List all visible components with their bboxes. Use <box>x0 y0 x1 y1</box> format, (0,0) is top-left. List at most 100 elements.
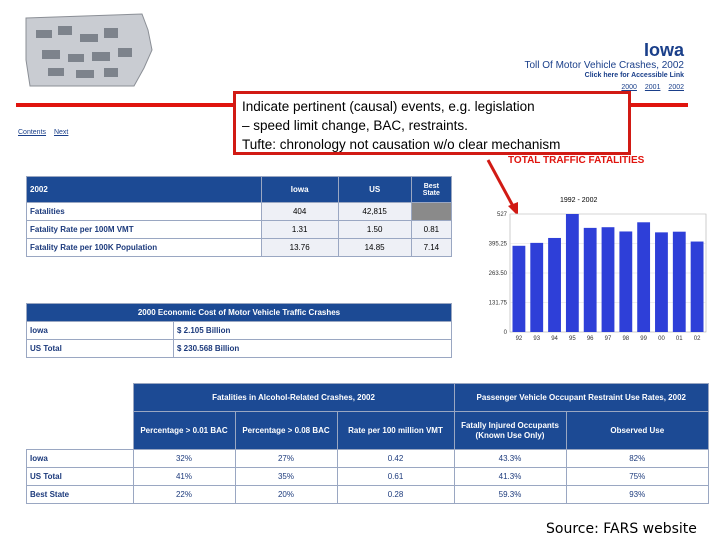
next-link[interactable]: Next <box>53 129 69 136</box>
cell-value: 75% <box>565 467 709 486</box>
cell-value: 35% <box>234 467 338 486</box>
row-label: Fatalities <box>26 202 262 221</box>
col-header: Observed Use <box>565 411 709 450</box>
cell-best: 7.14 <box>410 238 453 257</box>
group-header-alcohol: Fatalities in Alcohol-Related Crashes, 2… <box>132 383 455 412</box>
cell-iowa: 1.31 <box>260 220 339 239</box>
cell-value: 41.3% <box>453 467 567 486</box>
cell-us: 42,815 <box>337 202 412 221</box>
chart-title: TOTAL TRAFFIC FATALITIES <box>508 155 645 166</box>
year-links: 2000 2001 2002 <box>560 84 684 91</box>
x-tick-label: 94 <box>551 336 558 342</box>
y-tick-label: 0 <box>504 330 508 336</box>
cell-value: 27% <box>234 449 338 468</box>
bar <box>619 231 633 332</box>
table-row: Best State 22% 20% 0.28 59.3% 93% <box>26 485 709 504</box>
x-tick-label: 97 <box>605 336 612 342</box>
table-header: 2002 <box>26 176 262 203</box>
table-row: Fatalities 404 42,815 <box>26 202 453 221</box>
row-label: Best State <box>26 485 134 504</box>
y-tick-label: 131.75 <box>489 301 508 307</box>
col-header: Rate per 100 million VMT <box>336 411 455 450</box>
bar <box>601 227 615 332</box>
x-tick-label: 92 <box>516 336 523 342</box>
row-label: US Total <box>26 467 134 486</box>
callout-line-2: – speed limit change, BAC, restraints. <box>242 118 468 133</box>
cell-value: 20% <box>234 485 338 504</box>
x-tick-label: 01 <box>676 336 683 342</box>
row-label: Iowa <box>26 449 134 468</box>
accessible-link[interactable]: Click here for Accessible Link <box>584 72 684 79</box>
fatalities-bar-chart: 0 131.75 263.50 395.25 527 92 93 94 95 96 97 98 99 00… <box>489 212 707 342</box>
bar <box>548 237 561 332</box>
x-tick-label: 93 <box>533 336 540 342</box>
cell-value: 82% <box>565 449 709 468</box>
row-label: Fatality Rate per 100K Population <box>26 238 262 257</box>
y-tick-label: 395.25 <box>489 242 508 248</box>
row-label: Fatality Rate per 100M VMT <box>26 220 262 239</box>
table-header: Iowa <box>260 176 339 203</box>
bar <box>565 214 579 332</box>
callout-line-1: Indicate pertinent (causal) events, e.g.… <box>242 99 535 114</box>
nav-links: Contents Next <box>18 129 74 136</box>
callout-line-3: Tufte: chronology not causation w/o clea… <box>242 137 561 152</box>
col-header: Percentage > 0.08 BAC <box>234 411 338 450</box>
year-link-2001[interactable]: 2001 <box>644 84 661 91</box>
state-title: Iowa <box>643 40 684 60</box>
year-link-2000[interactable]: 2000 <box>621 84 637 91</box>
cell-value: 0.61 <box>336 467 455 486</box>
iowa-map-image <box>22 10 154 90</box>
annotation-callout: Indicate pertinent (causal) events, e.g.… <box>233 91 631 155</box>
table-row: Fatality Rate per 100M VMT 1.31 1.50 0.8… <box>26 220 453 239</box>
x-tick-label: 00 <box>658 336 665 342</box>
arrow-icon <box>486 159 518 216</box>
source-caption: Source: FARS website <box>546 521 697 537</box>
bar <box>637 222 651 332</box>
cell-iowa: 13.76 <box>260 238 339 257</box>
bar <box>512 245 526 332</box>
x-tick-label: 98 <box>622 336 629 342</box>
cell-us: 1.50 <box>337 220 412 239</box>
x-tick-label: 96 <box>587 336 594 342</box>
col-header: Fatally Injured Occupants (Known Use Onl… <box>453 411 567 450</box>
x-tick-label: 02 <box>694 336 701 342</box>
economic-cost-table: 2000 Economic Cost of Motor Vehicle Traf… <box>26 303 452 358</box>
row-label: Iowa <box>26 321 174 340</box>
table-row: US Total 41% 35% 0.61 41.3% 75% <box>26 467 709 486</box>
y-tick-label: 527 <box>497 212 508 218</box>
group-header-restraint: Passenger Vehicle Occupant Restraint Use… <box>453 383 709 412</box>
cell-value: 0.42 <box>336 449 455 468</box>
table-row: Iowa $ 2.105 Billion <box>26 321 452 340</box>
cell-value: 41% <box>132 467 236 486</box>
cell-value: $ 230.568 Billion <box>173 339 452 358</box>
bar <box>655 232 668 332</box>
x-tick-label: 99 <box>640 336 647 342</box>
table-header: Best State <box>410 176 453 203</box>
alcohol-restraint-table: Fatalities in Alcohol-Related Crashes, 2… <box>26 383 709 504</box>
cell-value: 93% <box>565 485 709 504</box>
row-label: US Total <box>26 339 174 358</box>
fatalities-table: 2002 Iowa US Best State Fatalities 404 4… <box>26 176 453 257</box>
cell-best <box>410 202 453 221</box>
page-subtitle: Toll Of Motor Vehicle Crashes, 2002 <box>524 60 684 71</box>
y-tick-label: 263.50 <box>489 271 508 277</box>
cell-value: 22% <box>132 485 236 504</box>
contents-link[interactable]: Contents <box>18 129 47 136</box>
table-row: Iowa 32% 27% 0.42 43.3% 82% <box>26 449 709 468</box>
bar <box>530 242 544 332</box>
table-title: 2000 Economic Cost of Motor Vehicle Traf… <box>26 303 452 322</box>
cell-value: 32% <box>132 449 236 468</box>
cell-value: 0.28 <box>336 485 455 504</box>
cell-value: $ 2.105 Billion <box>173 321 452 340</box>
cell-best: 0.81 <box>410 220 453 239</box>
bar <box>583 227 597 332</box>
bar <box>690 241 704 332</box>
col-header: Percentage > 0.01 BAC <box>132 411 236 450</box>
bar <box>672 231 686 332</box>
year-link-2002[interactable]: 2002 <box>668 84 684 91</box>
cell-us: 14.85 <box>337 238 412 257</box>
table-row: Fatality Rate per 100K Population 13.76 … <box>26 238 453 257</box>
cell-value: 43.3% <box>453 449 567 468</box>
x-tick-label: 95 <box>569 336 576 342</box>
chart-subtitle: 1992 - 2002 <box>560 197 598 204</box>
